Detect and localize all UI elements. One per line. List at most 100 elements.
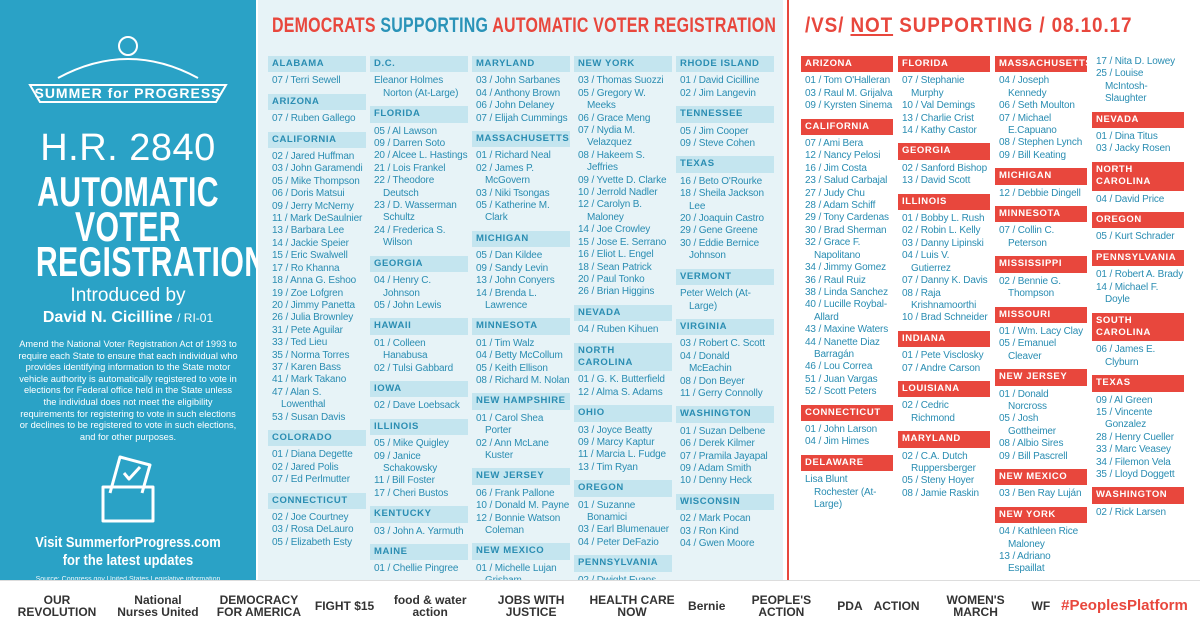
state-header: ILLINOIS — [370, 418, 468, 436]
member: 23 / D. Wasserman Schultz — [374, 200, 457, 224]
state-header: WASHINGTON — [1092, 487, 1184, 504]
member: 03 / Rosa DeLauro — [272, 524, 354, 536]
member: 20 / Joaquin Castro — [680, 213, 764, 225]
member: 09 / Darren Soto — [374, 138, 445, 150]
state-header: MINNESOTA — [995, 206, 1087, 223]
member: 04 / Peter DeFazio — [578, 536, 659, 548]
state-header: HAWAII — [370, 318, 468, 335]
introduced: Introduced by — [70, 285, 186, 306]
state-header: GEORGIA — [898, 143, 990, 160]
member: 07 / Elijah Cummings — [476, 112, 568, 124]
member: 17 / Cheri Bustos — [374, 487, 449, 499]
member: 09 / Bill Keating — [999, 149, 1066, 161]
member: 01 / Suzanne Bonamici — [578, 499, 636, 523]
member: 05 / Gregory W. Meeks — [578, 87, 646, 112]
state-header: NEW YORK — [574, 56, 672, 73]
member: 04 / Gwen Moore — [680, 538, 755, 549]
supporting-panel: DEMOCRATS SUPPORTING AUTOMATIC VOTER REG… — [258, 0, 783, 610]
member: 51 / Juan Vargas — [805, 373, 878, 385]
ballot-check — [122, 466, 142, 481]
member: 21 / Lois Frankel — [374, 162, 446, 174]
member: 27 / Judy Chu — [805, 187, 865, 199]
heading-line: AUTOMATIC — [37, 168, 219, 215]
member: 03 / Thomas Suozzi — [578, 75, 664, 87]
member: 05 / Josh Gottheimer — [999, 413, 1056, 437]
member: 05 / Dan Kildee — [476, 250, 543, 262]
member: 04 / Donald McEachin — [680, 350, 732, 375]
member: 08 / Richard M. Nolan — [476, 374, 570, 386]
member: 16 / Jim Costa — [805, 162, 867, 174]
supporting-title: DEMOCRATS SUPPORTING AUTOMATIC VOTER REG… — [272, 14, 776, 38]
partner-logo: WF — [1031, 598, 1051, 613]
member: 12 / Alma S. Adams — [578, 386, 663, 398]
member: 02 / Rick Larsen — [1096, 506, 1166, 518]
state-header: LOUISIANA — [898, 380, 990, 398]
member: 37 / Karen Bass — [272, 361, 341, 373]
member: 13 / David Scott — [902, 175, 971, 187]
member: 01 / John Larson — [805, 423, 878, 435]
member: 03 / Danny Lipinski — [902, 237, 984, 249]
member: 05 / Steny Hoyer — [902, 475, 975, 487]
member: Lisa Blunt Rochester (At-Large) — [805, 474, 877, 510]
member: 11 / Mark DeSaulnier — [272, 213, 363, 225]
member: 15 / Eric Swalwell — [272, 250, 348, 262]
member: 02 / Cedric Richmond — [902, 400, 955, 424]
column: FLORIDA 07 / Stephanie Murphy 10 / Val Dem… — [898, 56, 990, 500]
member: 28 / Henry Cueller — [1096, 431, 1174, 443]
state-header: DELAWARE — [801, 454, 893, 472]
member: 28 / Adam Schiff — [805, 200, 876, 212]
member: 14 / Jackie Speier — [272, 237, 349, 249]
member: 07 / Michael E.Capuano — [999, 112, 1057, 137]
member: 32 / Grace F. Napolitano — [805, 237, 861, 261]
member: 01 / Wm. Lacy Clay — [999, 325, 1083, 337]
member: 14 / Joe Crowley — [578, 224, 651, 236]
member: 01 / Tim Walz — [476, 337, 535, 349]
member: 03 / Joyce Beatty — [578, 424, 653, 436]
member: 22 / Theodore Deutsch — [374, 175, 435, 199]
member: 38 / Linda Sanchez — [805, 286, 888, 298]
member: 07 / Nydia M. Velazquez — [578, 125, 635, 149]
member: 10 / Brad Schneider — [902, 312, 988, 324]
state-header: NEVADA — [574, 304, 672, 322]
member: 12 / Nancy Pelosi — [805, 150, 881, 162]
member: 29 / Gene Greene — [680, 225, 758, 237]
sidebar: SUMMER for PROGRESS H.R. 2840 AUTOMATIC … — [0, 0, 266, 583]
state-header: D.C. — [370, 56, 468, 73]
member: 12 / Bonnie Watson Coleman — [476, 512, 561, 536]
state-header: MARYLAND — [472, 56, 570, 73]
member: 05 / Elizabeth Esty — [272, 536, 352, 548]
member: 35 / Norma Torres — [272, 349, 350, 361]
member: 10 / Donald M. Payne — [476, 500, 570, 512]
state-header: WASHINGTON — [676, 406, 774, 423]
member: 24 / Frederica S. Wilson — [374, 224, 446, 249]
member: 09 / Steve Cohen — [680, 138, 755, 150]
hashtag: #PeoplesPlatform — [1061, 597, 1188, 614]
member: 01 / Chellie Pingree — [374, 563, 459, 575]
sponsor: David N. Cicilline — [42, 309, 173, 326]
member: 07 / Ruben Gallego — [272, 113, 356, 125]
state-header: CONNECTICUT — [268, 492, 366, 509]
member: 06 / John Delaney — [476, 100, 555, 112]
state-header: OREGON — [1092, 212, 1184, 229]
member: 08 / Jamie Raskin — [902, 487, 979, 499]
partner-logos: OUR REVOLUTION National Nurses United DEMO… — [0, 580, 1200, 630]
partner-logo: HEALTH CARE NOW — [589, 592, 675, 619]
member: 05 / John Lewis — [374, 299, 442, 311]
member: 06 / Grace Meng — [578, 112, 651, 124]
partner-logo: FIGHT $15 — [314, 598, 375, 613]
state-header: IOWA — [370, 380, 468, 398]
member: 07 / Andre Carson — [902, 362, 981, 374]
ballot-box — [101, 485, 155, 523]
member: 01 / Bobby L. Rush — [902, 213, 985, 225]
partner-logo: PDA — [837, 598, 863, 613]
member: 03 / Earl Blumenauer — [578, 524, 669, 536]
member: 03 / Niki Tsongas — [476, 187, 550, 199]
member: 01 / Diana Degette — [272, 449, 353, 461]
member: 30 / Eddie Bernice Johnson — [680, 237, 760, 262]
member: 18 / Sheila Jackson Lee — [680, 188, 764, 212]
member: 08 / Albio Sires — [999, 438, 1064, 450]
member: 10 / Jerrold Nadler — [578, 187, 658, 199]
member: 01 / Carol Shea Porter — [476, 412, 544, 437]
member: 13 / Adriano Espaillat — [999, 551, 1051, 575]
member: 19 / Zoe Lofgren — [272, 287, 343, 299]
